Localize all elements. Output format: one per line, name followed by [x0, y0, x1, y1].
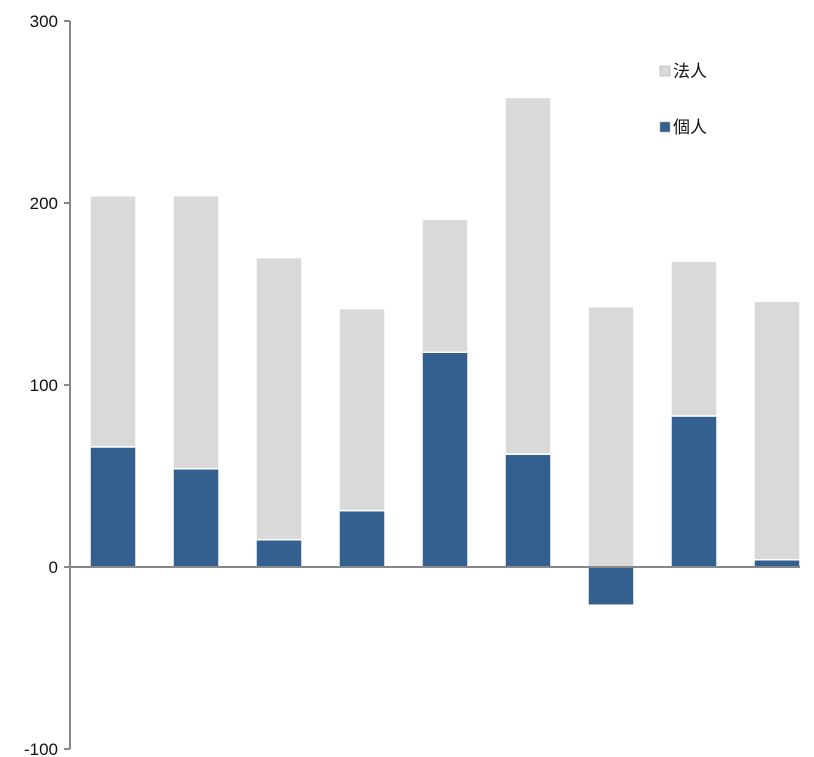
bar-kojin-8 — [670, 415, 718, 568]
bar-hojin-2 — [172, 194, 220, 470]
legend-label-hojin: 法人 — [673, 62, 707, 82]
legend-swatch-hojin — [659, 65, 671, 77]
bars-layer — [89, 96, 801, 606]
bar-hojin-5 — [421, 218, 469, 353]
y-tick-label: -100 — [24, 740, 58, 757]
bar-hojin-6 — [504, 96, 552, 455]
bar-hojin-9 — [753, 300, 801, 561]
bar-kojin-4 — [338, 509, 386, 568]
bar-kojin-7 — [587, 566, 635, 606]
bar-kojin-3 — [255, 538, 303, 568]
bar-kojin-6 — [504, 453, 552, 568]
y-tick-label: 200 — [30, 194, 58, 213]
bar-kojin-1 — [89, 446, 137, 568]
bar-kojin-9 — [753, 558, 801, 568]
legend-swatch-kojin — [659, 121, 671, 133]
bar-kojin-2 — [172, 467, 220, 568]
y-tick-label: 0 — [49, 558, 58, 577]
y-tick-label: 100 — [30, 376, 58, 395]
axes-layer: 300 200 100 0 -100 — [24, 12, 800, 757]
bar-hojin-8 — [670, 260, 718, 417]
bar-hojin-1 — [89, 194, 137, 448]
bar-hojin-3 — [255, 256, 303, 541]
bar-kojin-5 — [421, 351, 469, 568]
legend-label-kojin: 個人 — [673, 118, 707, 138]
bar-hojin-7 — [587, 305, 635, 568]
bar-hojin-4 — [338, 307, 386, 512]
y-tick-label: 300 — [30, 12, 58, 31]
